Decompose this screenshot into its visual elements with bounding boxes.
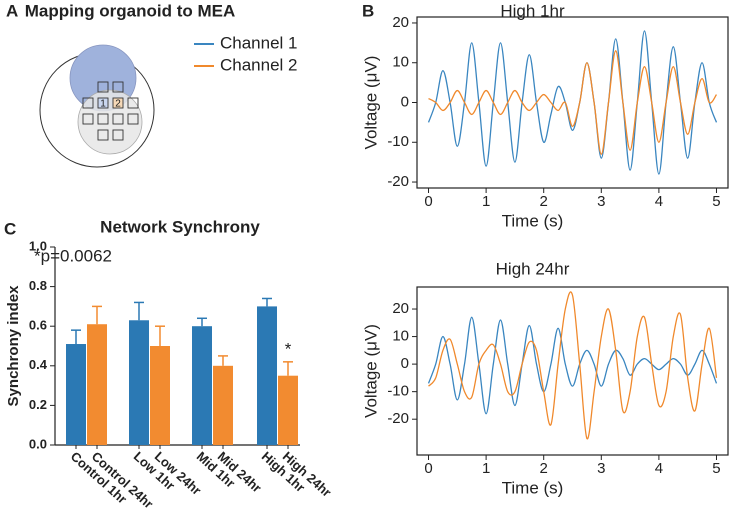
y-tick-label: 1.0: [29, 238, 47, 253]
bar: [192, 326, 212, 445]
bar: [213, 365, 233, 445]
x-tick-label: 3: [597, 193, 605, 210]
y-tick-label: 20: [392, 14, 409, 31]
bar: [257, 306, 277, 445]
y-axis-label: Voltage (μV): [361, 56, 380, 150]
chart-title: High 1hr: [500, 1, 565, 20]
series-line: [428, 291, 718, 440]
bar: [66, 344, 86, 445]
panel-label: C: [4, 219, 16, 238]
series-line: [427, 30, 718, 175]
plot-frame: [416, 286, 729, 456]
bar: [129, 320, 149, 445]
x-tick-label: 2: [540, 193, 548, 210]
x-axis-label: Time (s): [502, 478, 564, 497]
y-tick-label: -10: [387, 383, 409, 400]
series-line: [428, 50, 718, 155]
chart-title: Network Synchrony: [100, 217, 260, 236]
panel-label: B: [362, 1, 374, 20]
x-tick-label: 4: [655, 193, 663, 210]
x-tick-label: 0: [424, 193, 432, 210]
y-tick-label: 0.8: [29, 278, 47, 293]
y-tick-label: -20: [387, 410, 409, 427]
y-axis-label: Voltage (μV): [361, 324, 380, 418]
x-tick-label: 5: [712, 193, 720, 210]
y-tick-label: 0.6: [29, 318, 47, 333]
x-tick-label: 0: [424, 460, 432, 477]
bar: [278, 375, 298, 445]
x-tick-label: 1: [482, 193, 490, 210]
electrode-label: 2: [115, 99, 121, 110]
y-tick-label: 0.0: [29, 436, 47, 451]
bar: [87, 324, 107, 445]
y-tick-label: -20: [387, 173, 409, 190]
series-line: [427, 316, 718, 415]
legend-label: Channel 1: [220, 33, 298, 52]
plot-frame: [416, 16, 729, 189]
y-tick-label: 10: [392, 54, 409, 71]
y-tick-label: 10: [392, 328, 409, 345]
y-tick-label: 0.2: [29, 397, 47, 412]
x-tick-label: 3: [597, 460, 605, 477]
significance-mark: *: [285, 339, 292, 358]
panel-label: A: [6, 1, 18, 20]
legend-label: Channel 2: [220, 55, 298, 74]
y-axis-label: Synchrony index: [5, 285, 22, 407]
panel-title: Mapping organoid to MEA: [25, 1, 236, 20]
y-tick-label: 0: [401, 355, 409, 372]
x-tick-label: 2: [540, 460, 548, 477]
chart-title: High 24hr: [496, 259, 570, 278]
y-tick-label: 0.4: [29, 357, 48, 372]
y-tick-label: 20: [392, 300, 409, 317]
bar: [150, 346, 170, 445]
x-tick-label: 4: [655, 460, 663, 477]
x-tick-label: 5: [712, 460, 720, 477]
electrode-label: 1: [100, 99, 106, 110]
mea-diagram: 1 2: [39, 44, 155, 168]
x-axis-label: Time (s): [502, 211, 564, 230]
annotation: *p=0.0062: [34, 246, 112, 265]
y-tick-label: -10: [387, 133, 409, 150]
x-tick-label: 1: [482, 460, 490, 477]
y-tick-label: 0: [401, 93, 409, 110]
